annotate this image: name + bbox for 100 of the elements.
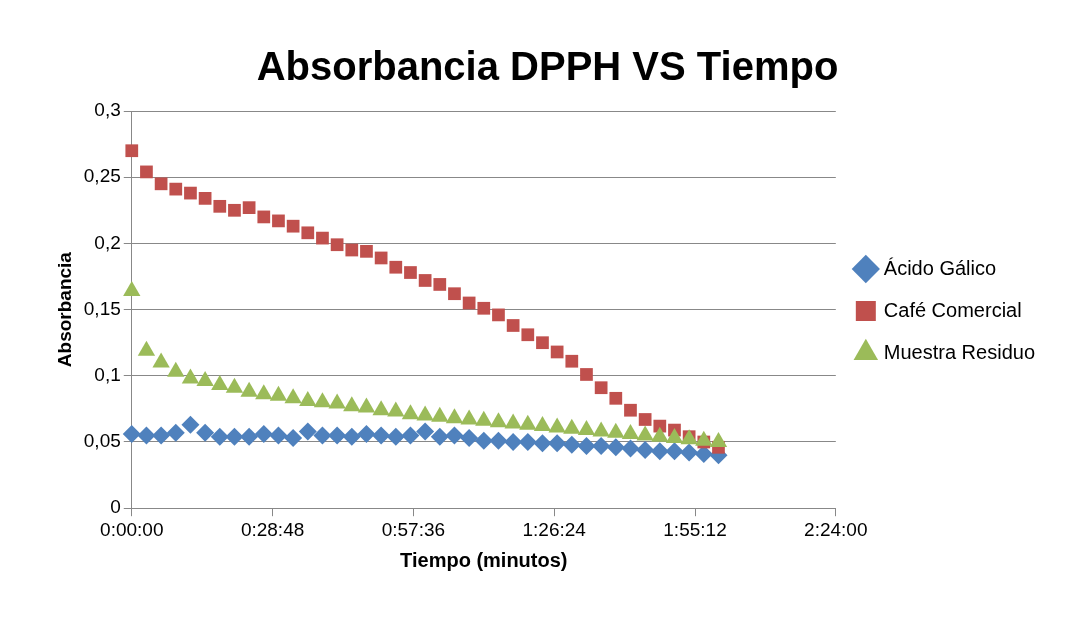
point: [680, 443, 699, 462]
point: [562, 435, 581, 454]
point: [665, 428, 684, 444]
y-tick-label: 0,3: [94, 99, 121, 121]
point: [418, 274, 432, 287]
point: [445, 426, 464, 445]
point: [621, 424, 640, 440]
point: [372, 426, 391, 445]
y-tick-label: 0,05: [83, 430, 121, 452]
point: [210, 427, 229, 446]
point: [386, 427, 405, 446]
point: [504, 413, 522, 429]
point: [650, 442, 669, 461]
point: [401, 404, 420, 420]
x-tick-label: 1:26:24: [522, 518, 587, 540]
point: [184, 186, 197, 200]
point: [533, 416, 552, 432]
point: [125, 144, 139, 158]
point: [196, 371, 214, 387]
point: [506, 319, 520, 332]
point: [345, 243, 359, 257]
point: [448, 287, 461, 301]
legend-label: Muestra Residuo: [883, 340, 1036, 363]
point: [154, 177, 168, 191]
point: [460, 429, 479, 448]
point: [592, 436, 611, 455]
point: [594, 381, 608, 395]
point: [592, 421, 610, 437]
point: [137, 426, 156, 445]
point: [492, 308, 505, 322]
chart-title: Absorbancia DPPH VS Tiempo: [256, 44, 839, 89]
point: [638, 413, 652, 426]
point: [198, 192, 212, 205]
y-tick-label: 0: [110, 496, 121, 518]
point: [580, 368, 593, 381]
point: [122, 425, 141, 444]
point: [316, 231, 329, 245]
point: [284, 388, 302, 404]
point: [284, 429, 303, 448]
y-tick-label: 0,25: [83, 165, 121, 187]
y-axis-title: Absorbancia: [53, 251, 75, 368]
point: [536, 336, 549, 350]
point: [430, 427, 449, 446]
point: [240, 427, 259, 446]
point: [254, 425, 273, 444]
point: [196, 423, 215, 442]
point: [228, 203, 241, 217]
point: [211, 375, 229, 391]
point: [709, 432, 728, 447]
point: [624, 403, 637, 417]
point: [504, 433, 523, 451]
point: [518, 433, 537, 451]
point: [565, 354, 579, 368]
legend-label: Café Comercial: [883, 298, 1022, 321]
point: [372, 400, 390, 416]
point: [242, 201, 256, 215]
point: [360, 244, 373, 258]
point: [548, 434, 567, 453]
point: [550, 345, 564, 359]
point: [269, 426, 288, 445]
point: [152, 426, 171, 445]
point: [577, 436, 596, 455]
x-tick-label: 2:24:00: [804, 518, 868, 540]
point: [313, 392, 332, 408]
point: [489, 412, 508, 428]
point: [169, 182, 183, 196]
point: [404, 266, 417, 279]
point: [636, 440, 655, 459]
point: [357, 425, 376, 444]
point: [181, 415, 200, 434]
point: [606, 438, 625, 457]
point: [521, 328, 535, 342]
y-tick-label: 0,1: [94, 364, 121, 386]
point: [445, 408, 464, 424]
point: [257, 210, 271, 224]
point: [342, 427, 361, 446]
x-tick-label: 1:55:12: [663, 518, 727, 540]
point: [665, 442, 684, 461]
point: [301, 226, 315, 240]
point: [166, 423, 185, 442]
point: [255, 384, 273, 400]
point: [298, 422, 317, 441]
y-tick-label: 0,15: [83, 297, 121, 319]
point: [328, 426, 347, 445]
point: [548, 417, 566, 433]
x-axis-title: Tiempo (minutos): [400, 548, 568, 571]
point: [343, 396, 361, 412]
legend-label: Ácido Gálico: [883, 256, 997, 279]
point: [313, 426, 332, 445]
point: [330, 238, 344, 252]
point: [286, 219, 300, 233]
point: [433, 278, 447, 291]
point: [489, 431, 508, 450]
point: [636, 425, 654, 441]
point: [123, 281, 141, 297]
point: [140, 165, 153, 179]
point: [609, 391, 623, 405]
point: [213, 199, 227, 213]
y-tick-label: 0,2: [94, 231, 121, 253]
point: [416, 422, 435, 441]
